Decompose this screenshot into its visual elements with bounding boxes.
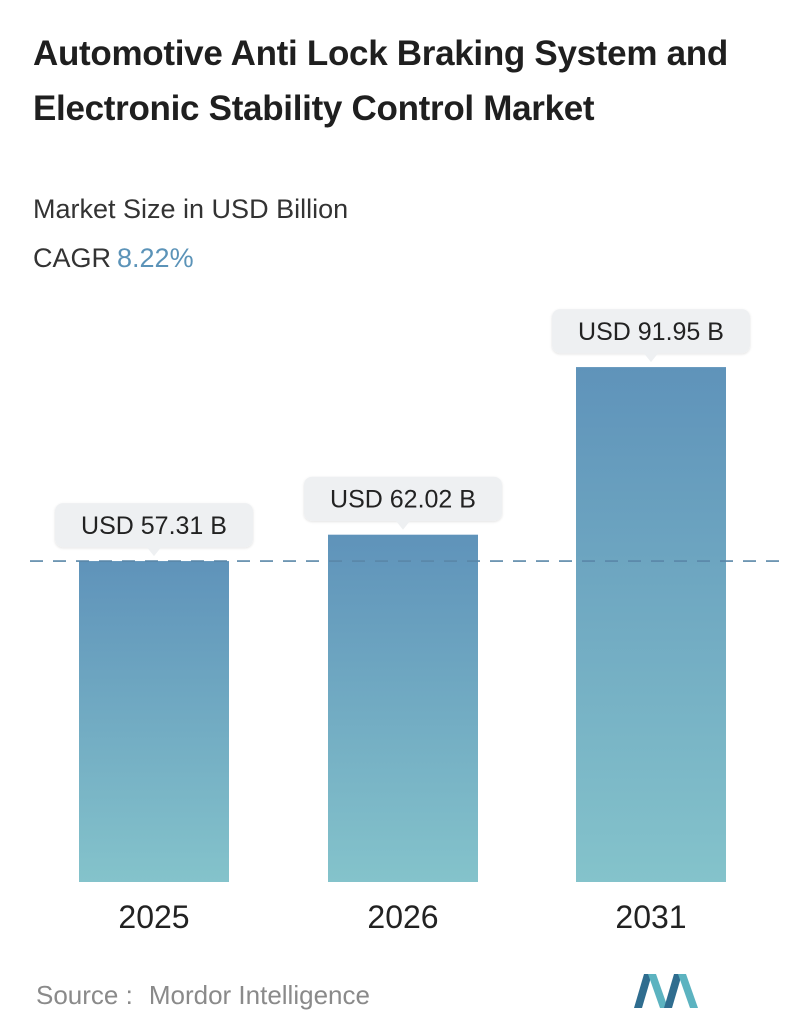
category-label-2026: 2026 — [367, 899, 438, 935]
cagr-label: CAGR — [33, 243, 112, 273]
value-label-2025: USD 57.31 B — [55, 503, 253, 557]
value-label-text: USD 62.02 B — [330, 486, 476, 514]
bar-2025 — [79, 561, 229, 882]
chart-title: Automotive Anti Lock Braking System and … — [33, 34, 728, 128]
category-label-2025: 2025 — [118, 899, 189, 935]
cagr-line: CAGR 8.22% — [33, 243, 194, 274]
bar-2026 — [328, 534, 478, 882]
bar-2031 — [576, 367, 726, 883]
value-label-2031: USD 91.95 B — [552, 309, 750, 363]
value-label-text: USD 91.95 B — [578, 318, 724, 346]
source-label: Source : — [36, 980, 133, 1010]
source-name: Mordor Intelligence — [148, 980, 370, 1010]
value-label-text: USD 57.31 B — [81, 512, 227, 540]
cagr-value: 8.22% — [117, 243, 194, 273]
value-label-2026: USD 62.02 B — [304, 476, 502, 530]
category-label-2031: 2031 — [615, 899, 686, 935]
mordor-logo-icon — [634, 974, 698, 1008]
source-credit: Source : Mordor Intelligence — [36, 980, 370, 1011]
bar-chart: USD 57.31 B 2025 USD 62.02 B 2026 USD 91.95 … — [30, 309, 780, 935]
chart-subtitle: Market Size in USD Billion — [33, 194, 349, 224]
